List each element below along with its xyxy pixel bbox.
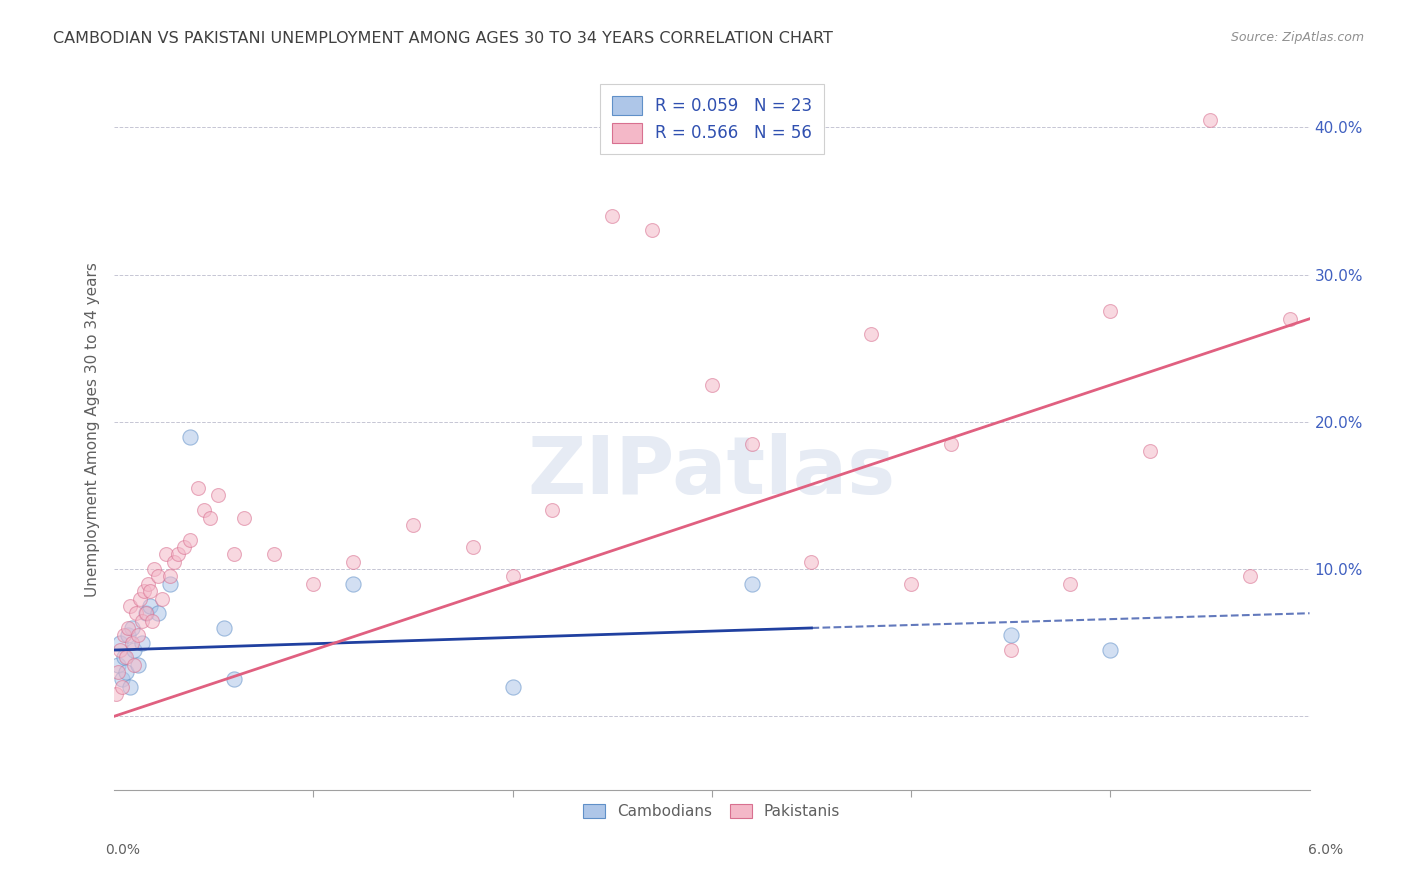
Point: [121, 636, 143, 650]
Point: [135, 606, 157, 620]
Point: [115, 665, 138, 680]
Point: [461, 540, 484, 554]
Point: [115, 650, 138, 665]
Point: [107, 665, 129, 680]
Point: [187, 481, 209, 495]
Point: [143, 562, 166, 576]
Point: [600, 209, 623, 223]
Point: [121, 621, 143, 635]
Point: [167, 547, 190, 561]
Point: [141, 614, 163, 628]
Point: [1000, 643, 1022, 657]
Point: [173, 540, 195, 554]
Point: [139, 599, 162, 613]
Legend: Cambodians, Pakistanis: Cambodians, Pakistanis: [578, 798, 846, 826]
Point: [541, 503, 564, 517]
Point: [1099, 304, 1122, 318]
Point: [136, 576, 159, 591]
Point: [939, 437, 962, 451]
Point: [502, 680, 524, 694]
Point: [1099, 643, 1122, 657]
Y-axis label: Unemployment Among Ages 30 to 34 years: Unemployment Among Ages 30 to 34 years: [86, 261, 100, 597]
Point: [120, 680, 142, 694]
Point: [131, 636, 153, 650]
Point: [700, 378, 723, 392]
Point: [193, 503, 215, 517]
Point: [122, 657, 145, 672]
Text: Source: ZipAtlas.com: Source: ZipAtlas.com: [1230, 31, 1364, 45]
Point: [641, 223, 664, 237]
Point: [125, 606, 148, 620]
Text: 0.0%: 0.0%: [105, 843, 141, 857]
Point: [127, 628, 149, 642]
Point: [108, 636, 131, 650]
Point: [1059, 576, 1081, 591]
Point: [1000, 628, 1022, 642]
Point: [111, 673, 134, 687]
Point: [179, 429, 201, 443]
Point: [111, 680, 134, 694]
Point: [131, 614, 153, 628]
Point: [120, 599, 142, 613]
Point: [1239, 569, 1261, 583]
Point: [900, 576, 922, 591]
Point: [263, 547, 285, 561]
Text: 6.0%: 6.0%: [1308, 843, 1343, 857]
Point: [112, 650, 135, 665]
Point: [1139, 444, 1161, 458]
Point: [741, 576, 763, 591]
Point: [402, 517, 425, 532]
Point: [159, 569, 181, 583]
Point: [117, 621, 139, 635]
Point: [207, 488, 229, 502]
Point: [105, 687, 128, 701]
Point: [212, 621, 235, 635]
Point: [135, 606, 157, 620]
Point: [107, 657, 129, 672]
Point: [1199, 113, 1222, 128]
Point: [232, 510, 254, 524]
Point: [222, 673, 245, 687]
Point: [129, 591, 152, 606]
Point: [159, 576, 181, 591]
Text: ZIPatlas: ZIPatlas: [527, 434, 896, 511]
Point: [155, 547, 177, 561]
Point: [150, 591, 173, 606]
Point: [163, 555, 186, 569]
Point: [146, 606, 169, 620]
Point: [741, 437, 763, 451]
Point: [502, 569, 524, 583]
Point: [179, 533, 201, 547]
Point: [117, 628, 139, 642]
Point: [302, 576, 325, 591]
Point: [222, 547, 245, 561]
Point: [108, 643, 131, 657]
Point: [1278, 311, 1301, 326]
Point: [342, 576, 364, 591]
Point: [198, 510, 221, 524]
Point: [127, 657, 149, 672]
Point: [112, 628, 135, 642]
Point: [132, 584, 155, 599]
Point: [800, 555, 823, 569]
Point: [342, 555, 364, 569]
Point: [146, 569, 169, 583]
Text: CAMBODIAN VS PAKISTANI UNEMPLOYMENT AMONG AGES 30 TO 34 YEARS CORRELATION CHART: CAMBODIAN VS PAKISTANI UNEMPLOYMENT AMON…: [53, 31, 834, 46]
Point: [860, 326, 883, 341]
Point: [139, 584, 162, 599]
Point: [122, 643, 145, 657]
